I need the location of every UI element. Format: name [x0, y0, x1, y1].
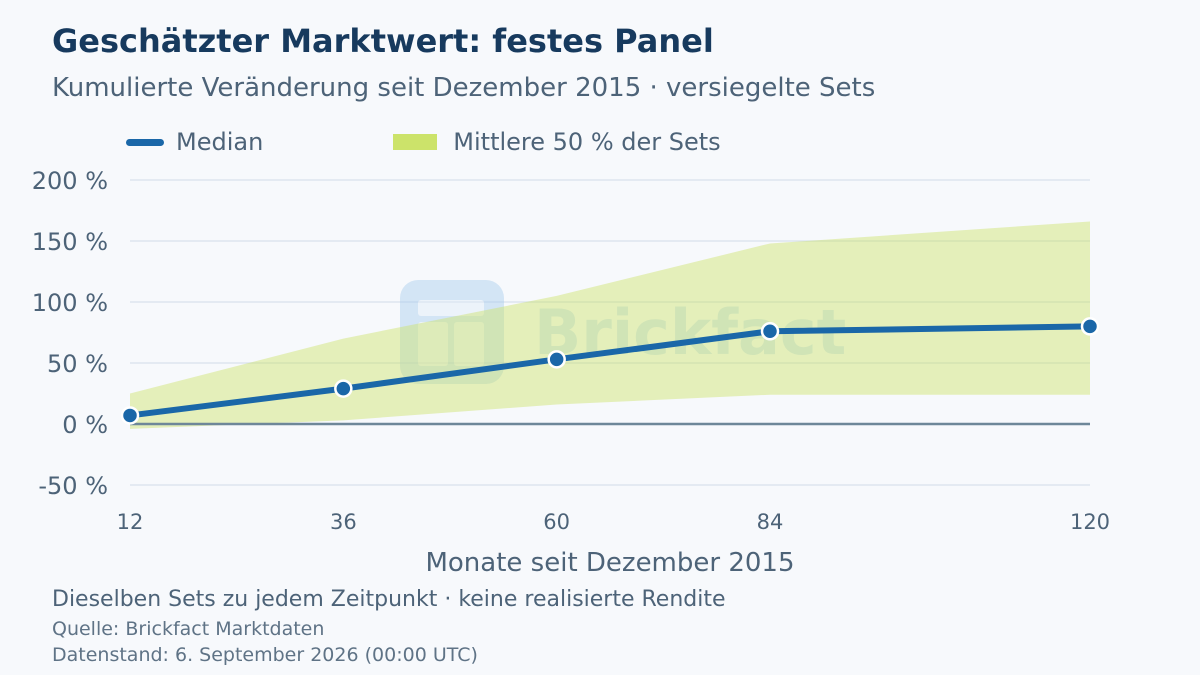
- band-area: [130, 221, 1090, 429]
- x-axis-label: Monate seit Dezember 2015: [425, 548, 794, 578]
- y-tick-label: 200 %: [32, 167, 108, 195]
- legend: Median Mittlere 50 % der Sets: [126, 126, 721, 158]
- y-tick-label: 150 %: [32, 228, 108, 256]
- tick-layer: -50 % 0 % 50 % 100 % 150 % 200 % 12 36 60 84 120: [32, 167, 1110, 534]
- x-tick-label: 120: [1070, 510, 1110, 534]
- legend-item-band: Mittlere 50 % der Sets: [393, 128, 721, 156]
- y-tick-label: -50 %: [38, 472, 108, 500]
- median-point: [547, 350, 566, 369]
- x-tick-label: 60: [543, 510, 570, 534]
- x-tick-label: 84: [757, 510, 784, 534]
- y-tick-label: 100 %: [32, 289, 108, 317]
- median-point: [1080, 317, 1100, 336]
- median-line-layer: [120, 317, 1100, 425]
- chart-subtitle: Kumulierte Veränderung seit Dezember 201…: [52, 73, 876, 103]
- footer-source: Quelle: Brickfact Marktdaten: [52, 618, 325, 640]
- median-point: [120, 406, 140, 425]
- legend-label-median: Median: [176, 128, 264, 156]
- legend-item-median: Median: [126, 128, 263, 156]
- median-point: [334, 379, 353, 398]
- median-point: [760, 322, 780, 341]
- footer-note: Dieselben Sets zu jedem Zeitpunkt · kein…: [52, 587, 726, 612]
- chart-title: Geschätzter Marktwert: festes Panel: [52, 22, 714, 60]
- grid-layer: [130, 179, 1090, 486]
- x-tick-label: 12: [117, 510, 144, 534]
- legend-band-swatch: [393, 134, 438, 150]
- y-tick-label: 50 %: [47, 350, 108, 378]
- legend-label-band: Mittlere 50 % der Sets: [453, 128, 721, 156]
- footer-data-status: Datenstand: 6. September 2026 (00:00 UTC…: [52, 644, 478, 666]
- band-layer: [130, 221, 1090, 429]
- y-tick-label: 0 %: [62, 411, 108, 439]
- x-tick-label: 36: [330, 510, 357, 534]
- legend-median-line-swatch: [126, 138, 164, 146]
